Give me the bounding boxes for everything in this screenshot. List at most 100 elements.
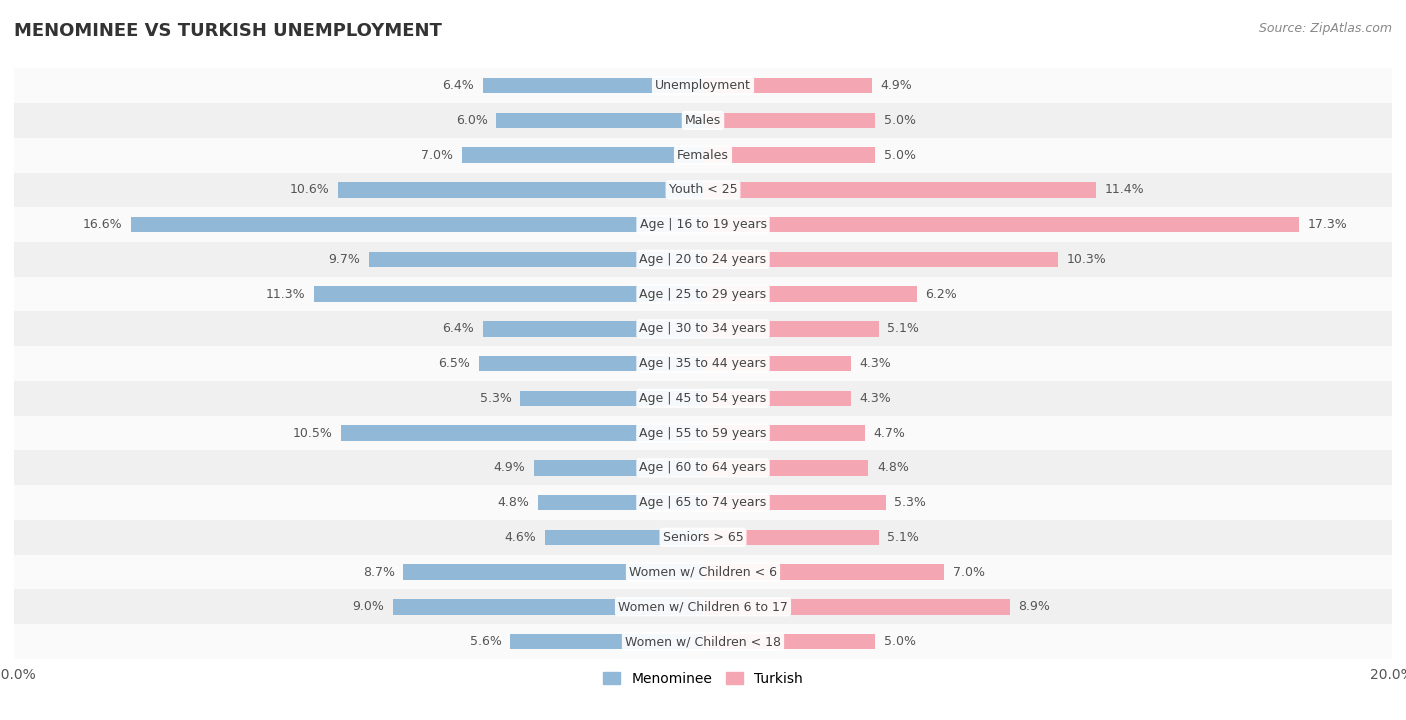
Text: 17.3%: 17.3%: [1308, 218, 1347, 231]
Text: 4.6%: 4.6%: [505, 531, 536, 544]
Bar: [14, 68, 1392, 103]
Bar: [342, 426, 703, 441]
Bar: [368, 251, 703, 267]
Text: 5.1%: 5.1%: [887, 323, 920, 336]
Bar: [703, 251, 1057, 267]
Text: Women w/ Children 6 to 17: Women w/ Children 6 to 17: [619, 600, 787, 613]
Text: 4.9%: 4.9%: [880, 79, 912, 92]
Text: Unemployment: Unemployment: [655, 79, 751, 92]
Text: Males: Males: [685, 114, 721, 127]
Text: 6.0%: 6.0%: [456, 114, 488, 127]
Text: 11.3%: 11.3%: [266, 287, 305, 301]
Bar: [14, 520, 1392, 554]
Text: Females: Females: [678, 148, 728, 161]
Bar: [703, 460, 869, 476]
Text: 9.0%: 9.0%: [353, 600, 384, 613]
Text: Youth < 25: Youth < 25: [669, 184, 737, 197]
Text: 7.0%: 7.0%: [953, 566, 984, 579]
Bar: [703, 529, 879, 545]
Text: 6.5%: 6.5%: [439, 357, 471, 370]
Bar: [14, 312, 1392, 346]
Bar: [131, 217, 703, 233]
Text: Source: ZipAtlas.com: Source: ZipAtlas.com: [1258, 22, 1392, 35]
Text: Age | 20 to 24 years: Age | 20 to 24 years: [640, 253, 766, 266]
Text: Seniors > 65: Seniors > 65: [662, 531, 744, 544]
Bar: [14, 346, 1392, 381]
Legend: Menominee, Turkish: Menominee, Turkish: [598, 666, 808, 691]
Bar: [534, 460, 703, 476]
Bar: [392, 599, 703, 615]
Text: 9.7%: 9.7%: [329, 253, 360, 266]
Bar: [510, 634, 703, 649]
Bar: [703, 495, 886, 510]
Bar: [14, 207, 1392, 242]
Bar: [337, 182, 703, 198]
Text: 4.7%: 4.7%: [873, 426, 905, 440]
Bar: [14, 451, 1392, 485]
Bar: [703, 426, 865, 441]
Text: 8.9%: 8.9%: [1018, 600, 1050, 613]
Text: Women w/ Children < 6: Women w/ Children < 6: [628, 566, 778, 579]
Bar: [703, 390, 851, 406]
Bar: [14, 415, 1392, 451]
Bar: [703, 564, 945, 580]
Text: 10.6%: 10.6%: [290, 184, 329, 197]
Text: 4.8%: 4.8%: [498, 496, 529, 509]
Bar: [461, 148, 703, 163]
Text: Women w/ Children < 18: Women w/ Children < 18: [626, 635, 780, 648]
Bar: [14, 103, 1392, 138]
Bar: [404, 564, 703, 580]
Text: 5.6%: 5.6%: [470, 635, 502, 648]
Text: 4.8%: 4.8%: [877, 462, 908, 474]
Text: 5.0%: 5.0%: [884, 635, 915, 648]
Bar: [703, 287, 917, 302]
Bar: [14, 624, 1392, 659]
Text: 10.5%: 10.5%: [292, 426, 333, 440]
Bar: [703, 217, 1299, 233]
Bar: [703, 148, 875, 163]
Bar: [14, 554, 1392, 590]
Bar: [14, 173, 1392, 207]
Text: Age | 25 to 29 years: Age | 25 to 29 years: [640, 287, 766, 301]
Text: 6.4%: 6.4%: [441, 79, 474, 92]
Bar: [479, 356, 703, 372]
Bar: [482, 78, 703, 94]
Bar: [314, 287, 703, 302]
Text: 16.6%: 16.6%: [83, 218, 122, 231]
Text: Age | 65 to 74 years: Age | 65 to 74 years: [640, 496, 766, 509]
Text: 10.3%: 10.3%: [1066, 253, 1107, 266]
Text: 5.1%: 5.1%: [887, 531, 920, 544]
Text: Age | 16 to 19 years: Age | 16 to 19 years: [640, 218, 766, 231]
Text: 6.4%: 6.4%: [441, 323, 474, 336]
Text: 5.3%: 5.3%: [479, 392, 512, 405]
Text: Age | 55 to 59 years: Age | 55 to 59 years: [640, 426, 766, 440]
Bar: [14, 242, 1392, 276]
Text: 5.3%: 5.3%: [894, 496, 927, 509]
Bar: [520, 390, 703, 406]
Bar: [703, 599, 1010, 615]
Text: 5.0%: 5.0%: [884, 148, 915, 161]
Bar: [544, 529, 703, 545]
Bar: [703, 78, 872, 94]
Text: 11.4%: 11.4%: [1104, 184, 1144, 197]
Text: 8.7%: 8.7%: [363, 566, 395, 579]
Bar: [14, 590, 1392, 624]
Text: 7.0%: 7.0%: [422, 148, 453, 161]
Text: 4.3%: 4.3%: [859, 357, 891, 370]
Text: Age | 45 to 54 years: Age | 45 to 54 years: [640, 392, 766, 405]
Bar: [537, 495, 703, 510]
Text: MENOMINEE VS TURKISH UNEMPLOYMENT: MENOMINEE VS TURKISH UNEMPLOYMENT: [14, 22, 441, 40]
Bar: [703, 321, 879, 337]
Text: 5.0%: 5.0%: [884, 114, 915, 127]
Bar: [14, 138, 1392, 173]
Bar: [703, 634, 875, 649]
Text: 6.2%: 6.2%: [925, 287, 957, 301]
Text: Age | 35 to 44 years: Age | 35 to 44 years: [640, 357, 766, 370]
Text: 4.3%: 4.3%: [859, 392, 891, 405]
Bar: [703, 182, 1095, 198]
Bar: [703, 356, 851, 372]
Bar: [496, 112, 703, 128]
Bar: [14, 485, 1392, 520]
Bar: [14, 381, 1392, 415]
Text: 4.9%: 4.9%: [494, 462, 526, 474]
